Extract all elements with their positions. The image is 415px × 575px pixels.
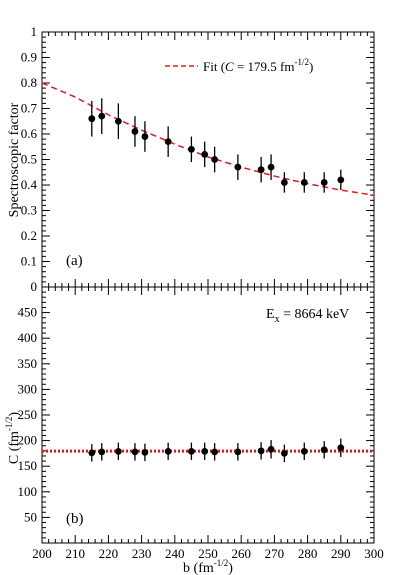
y-title-close: ) xyxy=(7,412,22,417)
data-point xyxy=(201,151,209,158)
x-tick-label: 260 xyxy=(231,546,251,561)
energy-subscript: x xyxy=(275,314,280,325)
data-point xyxy=(164,447,172,455)
data-point xyxy=(131,128,139,135)
data-point xyxy=(98,448,106,456)
data-point xyxy=(337,176,345,184)
panel-b: 50 100 150 200 250 300 350 400 450 Ex = 8664 keV (… xyxy=(4,286,375,544)
data-point xyxy=(141,448,149,456)
y-axis-title: C (fm-1/2) xyxy=(4,412,22,465)
data-point xyxy=(114,117,122,125)
data-point xyxy=(300,447,308,455)
y-tick-label: 150 xyxy=(18,458,38,473)
x-title-exponent: -1/2 xyxy=(214,558,229,568)
x-title-close: ) xyxy=(228,561,233,575)
x-tick-label: 220 xyxy=(99,546,119,561)
y-tick-label: 200 xyxy=(18,433,38,448)
y-tick-label: 0 xyxy=(31,279,38,294)
y-tick-label: 0.5 xyxy=(21,152,37,167)
x-tick-label: 240 xyxy=(165,546,185,561)
data-point xyxy=(234,448,242,456)
panel-tag: (b) xyxy=(66,511,84,527)
x-tick-label: 250 xyxy=(198,546,218,561)
data-point xyxy=(257,447,265,455)
y-tick-label: 0.6 xyxy=(21,126,38,141)
data-point xyxy=(337,444,345,452)
data-point xyxy=(211,448,219,456)
data-point xyxy=(234,163,242,171)
data-point xyxy=(188,447,195,455)
y-tick-label: 0.9 xyxy=(21,50,37,65)
x-tick-label: 280 xyxy=(298,546,318,561)
data-point xyxy=(164,138,172,146)
y-tick-label: 50 xyxy=(24,509,37,524)
y-tick-label: 0.3 xyxy=(21,203,37,218)
data-point xyxy=(320,179,328,186)
data-point xyxy=(201,447,209,455)
x-tick-label: 270 xyxy=(265,546,285,561)
y-tick-label: 100 xyxy=(18,484,38,499)
y-tick-label: 250 xyxy=(18,407,38,422)
x-tick-label: 230 xyxy=(132,546,152,561)
y-title-exponent: -1/2 xyxy=(4,417,14,432)
y-tick-label: 450 xyxy=(18,305,38,320)
data-point xyxy=(98,112,106,120)
data-point xyxy=(88,449,96,457)
legend-label: Fit (C = 179.5 fm-1/2) xyxy=(203,57,313,74)
data-point xyxy=(280,450,288,457)
y-title-text: C (fm xyxy=(7,431,22,464)
y-tick-label: 0.2 xyxy=(21,228,37,243)
energy-annotation: Ex = 8664 keV xyxy=(266,307,349,325)
data-point xyxy=(300,179,308,186)
y-tick-label: 0.7 xyxy=(21,101,38,116)
data-point xyxy=(114,447,122,455)
legend-prefix: Fit ( xyxy=(203,59,225,74)
x-tick-label: 200 xyxy=(32,546,52,561)
y-tick-label: 0.4 xyxy=(21,177,38,192)
data-point xyxy=(211,156,219,163)
data-point xyxy=(280,179,288,186)
legend-exponent: -1/2 xyxy=(295,57,310,67)
energy-value: = 8664 keV xyxy=(280,307,350,322)
data-point xyxy=(141,133,149,140)
y-tick-label: 350 xyxy=(18,356,38,371)
data-point xyxy=(257,166,265,174)
data-point xyxy=(188,145,195,153)
y-tick-label: 300 xyxy=(18,381,38,396)
x-tick-label: 290 xyxy=(331,546,351,561)
y-tick-label: 400 xyxy=(18,330,38,345)
y-axis-title: Spectroscopic factor xyxy=(7,102,22,217)
data-point xyxy=(267,163,275,171)
y-tick-label: 1 xyxy=(31,24,38,39)
energy-symbol: E xyxy=(266,307,275,322)
y-tick-label: 0.8 xyxy=(21,75,37,90)
y-tick-label: 0.1 xyxy=(21,254,37,269)
x-tick-label: 210 xyxy=(65,546,85,561)
legend-suffix: ) xyxy=(309,59,313,74)
fit-curve xyxy=(41,82,375,196)
plot-frame xyxy=(41,286,375,544)
x-axis-title: b (fm-1/2) xyxy=(183,558,233,575)
x-tick-label: 300 xyxy=(364,546,384,561)
legend-value: = 179.5 fm xyxy=(234,59,295,74)
panel-a: 0 0.1 0.2 0.3 0.4 0.5 0.6 0.7 0.8 0.9 1 Fit (C = 17… xyxy=(7,24,375,294)
data-point xyxy=(320,446,328,454)
panel-tag: (a) xyxy=(66,253,83,269)
data-point xyxy=(88,115,96,123)
data-point xyxy=(131,448,139,456)
legend-variable: C xyxy=(225,59,234,74)
data-point xyxy=(267,445,275,453)
x-title-text: b (fm xyxy=(183,561,214,575)
